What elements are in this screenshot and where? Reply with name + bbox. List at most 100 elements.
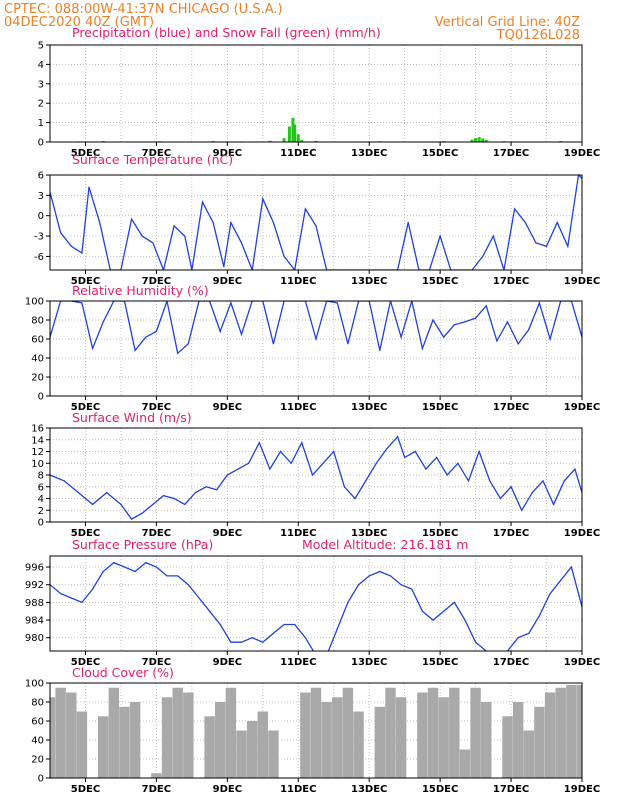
cloud-cover-bar (310, 687, 322, 778)
y-tick-label: 80 (31, 316, 44, 327)
y-tick-label: 6 (38, 482, 44, 493)
data-point (99, 221, 101, 224)
y-tick-label: 20 (31, 755, 44, 766)
data-point (485, 305, 487, 307)
panel-4 (46, 427, 583, 526)
data-point (517, 343, 519, 345)
data-point (549, 592, 551, 595)
cloud-cover-bar (576, 684, 582, 778)
y-tick-label: 0 (38, 138, 44, 149)
data-point (152, 242, 154, 244)
x-tick-label: 7DEC (142, 276, 171, 287)
cloud-cover-bar (321, 702, 332, 778)
data-point (173, 497, 175, 500)
x-tick-label: 13DEC (351, 784, 387, 795)
data-point (453, 324, 455, 326)
data-point (421, 347, 423, 350)
data-point (240, 641, 243, 643)
x-tick-label: 9DEC (213, 784, 242, 795)
x-tick-label: 11DEC (280, 528, 316, 539)
data-point (524, 221, 526, 224)
series-line (50, 175, 582, 270)
data-point (326, 655, 327, 656)
cloud-cover-bar (353, 711, 364, 778)
data-point (237, 468, 239, 470)
y-tick-label: 988 (25, 598, 44, 609)
x-tick-label: 7DEC (142, 528, 171, 539)
x-tick-label: 15DEC (422, 528, 458, 539)
data-point (574, 468, 576, 470)
snowfall-bar (481, 138, 485, 142)
series-line (50, 301, 582, 355)
cloud-cover-bar (129, 702, 141, 778)
x-tick-label: 15DEC (422, 276, 458, 287)
data-point (166, 575, 168, 577)
data-point (102, 570, 104, 573)
series-line (50, 435, 582, 520)
data-point (230, 302, 232, 304)
panel-2 (46, 174, 583, 274)
data-point (545, 245, 548, 247)
data-point (347, 601, 349, 603)
data-point (262, 198, 264, 200)
data-point (223, 266, 225, 268)
panel-frame (49, 174, 583, 271)
y-tick-label: 12 (31, 447, 44, 458)
y-tick-label: 980 (25, 633, 44, 644)
data-point (134, 570, 136, 573)
cloud-cover-bar (119, 706, 130, 778)
panel-5 (46, 555, 583, 656)
data-point (60, 592, 62, 595)
station-header: CPTEC: 088:00W-41:37N CHICAGO (U.S.A.) (4, 2, 283, 17)
data-point (354, 497, 356, 500)
data-point (145, 336, 147, 338)
cloud-cover-bar (66, 692, 77, 778)
data-point (198, 597, 200, 599)
data-point (396, 436, 399, 438)
cloud-cover-bar (183, 692, 194, 778)
data-point (311, 474, 314, 476)
data-point (184, 503, 186, 505)
panel-title: Cloud Cover (%) (72, 665, 174, 680)
cloud-cover-bar (55, 687, 66, 778)
panel-title: Surface Pressure (hPa) (72, 537, 213, 552)
data-point (439, 235, 441, 237)
data-point (155, 566, 157, 568)
x-tick-label: 5DEC (71, 148, 100, 159)
data-point (194, 492, 197, 494)
snowfall-bar (474, 138, 478, 142)
data-point (457, 462, 459, 464)
data-point (219, 330, 221, 332)
y-tick-label: 20 (31, 373, 44, 384)
cloud-cover-bar (417, 692, 428, 778)
data-point (368, 575, 370, 577)
data-point (209, 610, 211, 612)
data-point (248, 462, 250, 464)
data-point (230, 641, 232, 643)
cloud-cover-bar (555, 687, 566, 778)
data-point (145, 562, 147, 564)
data-point (226, 474, 228, 476)
data-point (177, 352, 179, 354)
cloud-cover-bar (512, 702, 524, 778)
x-tick-label: 5DEC (71, 528, 100, 539)
data-point (531, 492, 533, 494)
data-point (379, 349, 381, 351)
panel-3 (46, 300, 583, 400)
y-tick-label: 40 (31, 354, 44, 365)
panel-frame (49, 555, 583, 652)
x-tick-label: 5DEC (71, 657, 100, 668)
data-point (262, 641, 264, 643)
data-point (432, 619, 434, 621)
cloud-cover-bar (427, 687, 439, 778)
data-point (549, 338, 551, 340)
data-point (435, 456, 438, 458)
cloud-cover-bar (172, 687, 183, 778)
data-point (187, 584, 189, 586)
cloud-cover-bar (332, 697, 343, 778)
data-point (173, 225, 175, 227)
data-point (421, 610, 423, 612)
y-tick-label: 3 (38, 79, 44, 90)
data-point (467, 480, 470, 482)
data-point (343, 486, 345, 488)
